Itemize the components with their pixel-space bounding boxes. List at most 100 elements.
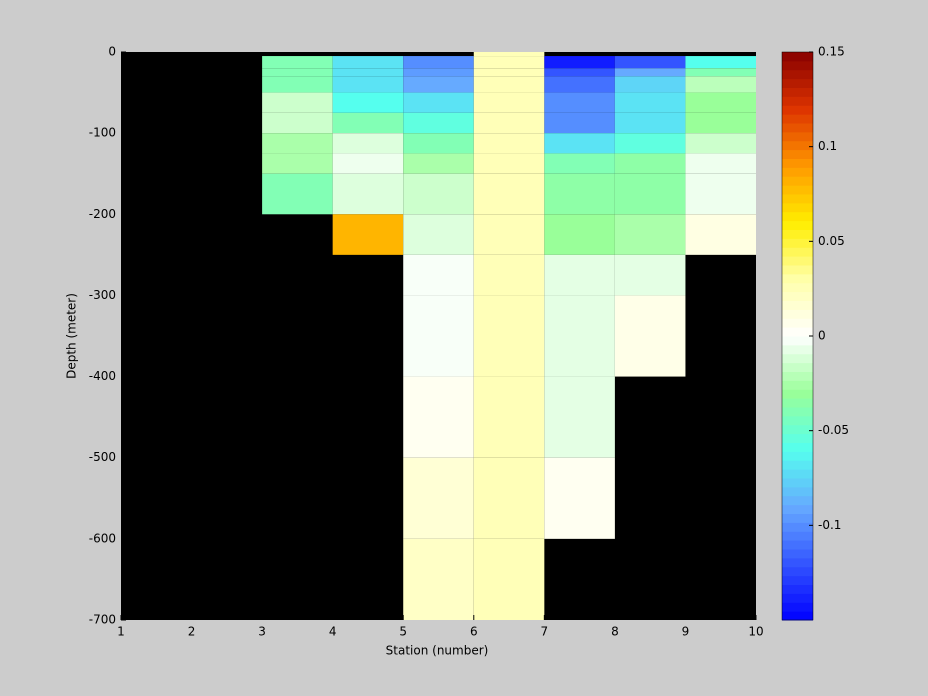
heatmap-cell	[544, 376, 615, 458]
y-tick-label: -200	[89, 207, 116, 221]
colorbar-tick-label: -0.1	[818, 518, 841, 532]
heatmap-cell	[614, 92, 686, 113]
heatmap-cell	[403, 68, 474, 77]
x-tick-label: 3	[258, 625, 266, 639]
y-tick-label: -100	[89, 126, 116, 140]
heatmap-cell	[685, 92, 756, 113]
x-tick-label: 4	[329, 625, 337, 639]
heatmap-cell	[544, 457, 615, 539]
colorbar-swatch	[782, 158, 813, 168]
heatmap-cell	[685, 76, 756, 93]
heatmap-cell	[262, 173, 333, 215]
colorbar-swatch	[782, 238, 813, 248]
y-tick-label: -700	[89, 613, 116, 627]
x-axis-label: Station (number)	[386, 644, 489, 658]
heatmap-cell	[332, 214, 404, 255]
heatmap-cell	[544, 254, 615, 296]
heatmap-cell	[614, 173, 686, 215]
heatmap-cell	[473, 376, 545, 458]
heatmap-cell	[262, 133, 333, 154]
y-tick-label: -400	[89, 369, 116, 383]
colorbar-swatch	[782, 185, 813, 195]
x-tick-label: 1	[117, 625, 125, 639]
heatmap-cell	[614, 68, 686, 77]
colorbar-swatch	[782, 176, 813, 186]
heatmap-cell	[403, 295, 474, 377]
heatmap-cell	[614, 153, 686, 174]
heatmap-cell	[544, 56, 615, 69]
heatmap-cell	[544, 76, 615, 93]
colorbar-swatch	[782, 202, 813, 213]
heatmap-cell	[473, 295, 545, 377]
colorbar-swatch	[782, 194, 813, 204]
colorbar-swatch	[782, 60, 813, 71]
colorbar-swatch	[782, 52, 813, 62]
colorbar-swatch	[782, 442, 813, 452]
x-tick-label: 9	[682, 625, 690, 639]
colorbar-swatch	[782, 575, 813, 585]
colorbar-swatch	[782, 327, 813, 337]
x-tick-label: 7	[541, 625, 549, 639]
x-tick-label: 10	[748, 625, 763, 639]
heatmap-cell	[473, 52, 545, 57]
y-tick-label: -500	[89, 450, 116, 464]
heatmap-cell	[403, 92, 474, 113]
colorbar-swatch	[782, 167, 813, 177]
colorbar-swatch	[782, 593, 813, 603]
heatmap-cell	[403, 214, 474, 255]
heatmap-cell	[614, 112, 686, 134]
heatmap-cell	[473, 153, 545, 174]
heatmap-cell	[473, 76, 545, 93]
heatmap-cell	[332, 56, 404, 69]
heatmap-cell	[544, 214, 615, 255]
heatmap-cell	[685, 173, 756, 215]
heatmap-cell	[403, 538, 474, 620]
heatmap-cell	[403, 133, 474, 154]
colorbar-swatch	[782, 78, 813, 88]
colorbar-swatch	[782, 389, 813, 399]
colorbar-swatch	[782, 522, 813, 532]
y-tick-label: -600	[89, 531, 116, 545]
heatmap-cell	[685, 133, 756, 154]
y-tick-label: -300	[89, 288, 116, 302]
x-tick-label: 6	[470, 625, 478, 639]
heatmap-cell	[544, 133, 615, 154]
colorbar-swatch	[782, 300, 813, 310]
colorbar-swatch	[782, 69, 813, 80]
heatmap-cell	[403, 376, 474, 458]
colorbar-swatch	[782, 105, 813, 115]
colorbar-swatch	[782, 291, 813, 301]
heatmap-cell	[685, 112, 756, 134]
heatmap-cell	[544, 173, 615, 215]
heatmap-cell	[262, 56, 333, 69]
heatmap-cell	[614, 254, 686, 296]
heatmap-cell	[473, 56, 545, 69]
colorbar-swatch	[782, 415, 813, 426]
heatmap-cell	[332, 92, 404, 113]
colorbar-swatch	[782, 114, 813, 124]
heatmap-cell	[473, 457, 545, 539]
heatmap-cell	[614, 295, 686, 377]
y-axis-label: Depth (meter)	[65, 293, 79, 379]
heatmap-cell	[403, 56, 474, 69]
heatmap-cell	[403, 457, 474, 539]
colorbar-swatch	[782, 469, 813, 479]
colorbar-swatch	[782, 362, 813, 372]
colorbar-swatch	[782, 123, 813, 133]
colorbar-swatch	[782, 256, 813, 266]
colorbar-swatch	[782, 211, 813, 222]
heatmap-cell	[473, 112, 545, 134]
colorbar-swatch	[782, 549, 813, 559]
colorbar-swatch	[782, 540, 813, 550]
heatmap-cell	[614, 133, 686, 154]
colorbar-swatch	[782, 140, 813, 151]
y-tick-label: 0	[108, 45, 116, 59]
colorbar-swatch	[782, 229, 813, 239]
heatmap-cell	[262, 92, 333, 113]
heatmap-cell	[262, 153, 333, 174]
heatmap-cell	[614, 56, 686, 69]
heatmap-cell	[262, 112, 333, 134]
heatmap-cell	[403, 76, 474, 93]
heatmap-cell	[473, 68, 545, 77]
